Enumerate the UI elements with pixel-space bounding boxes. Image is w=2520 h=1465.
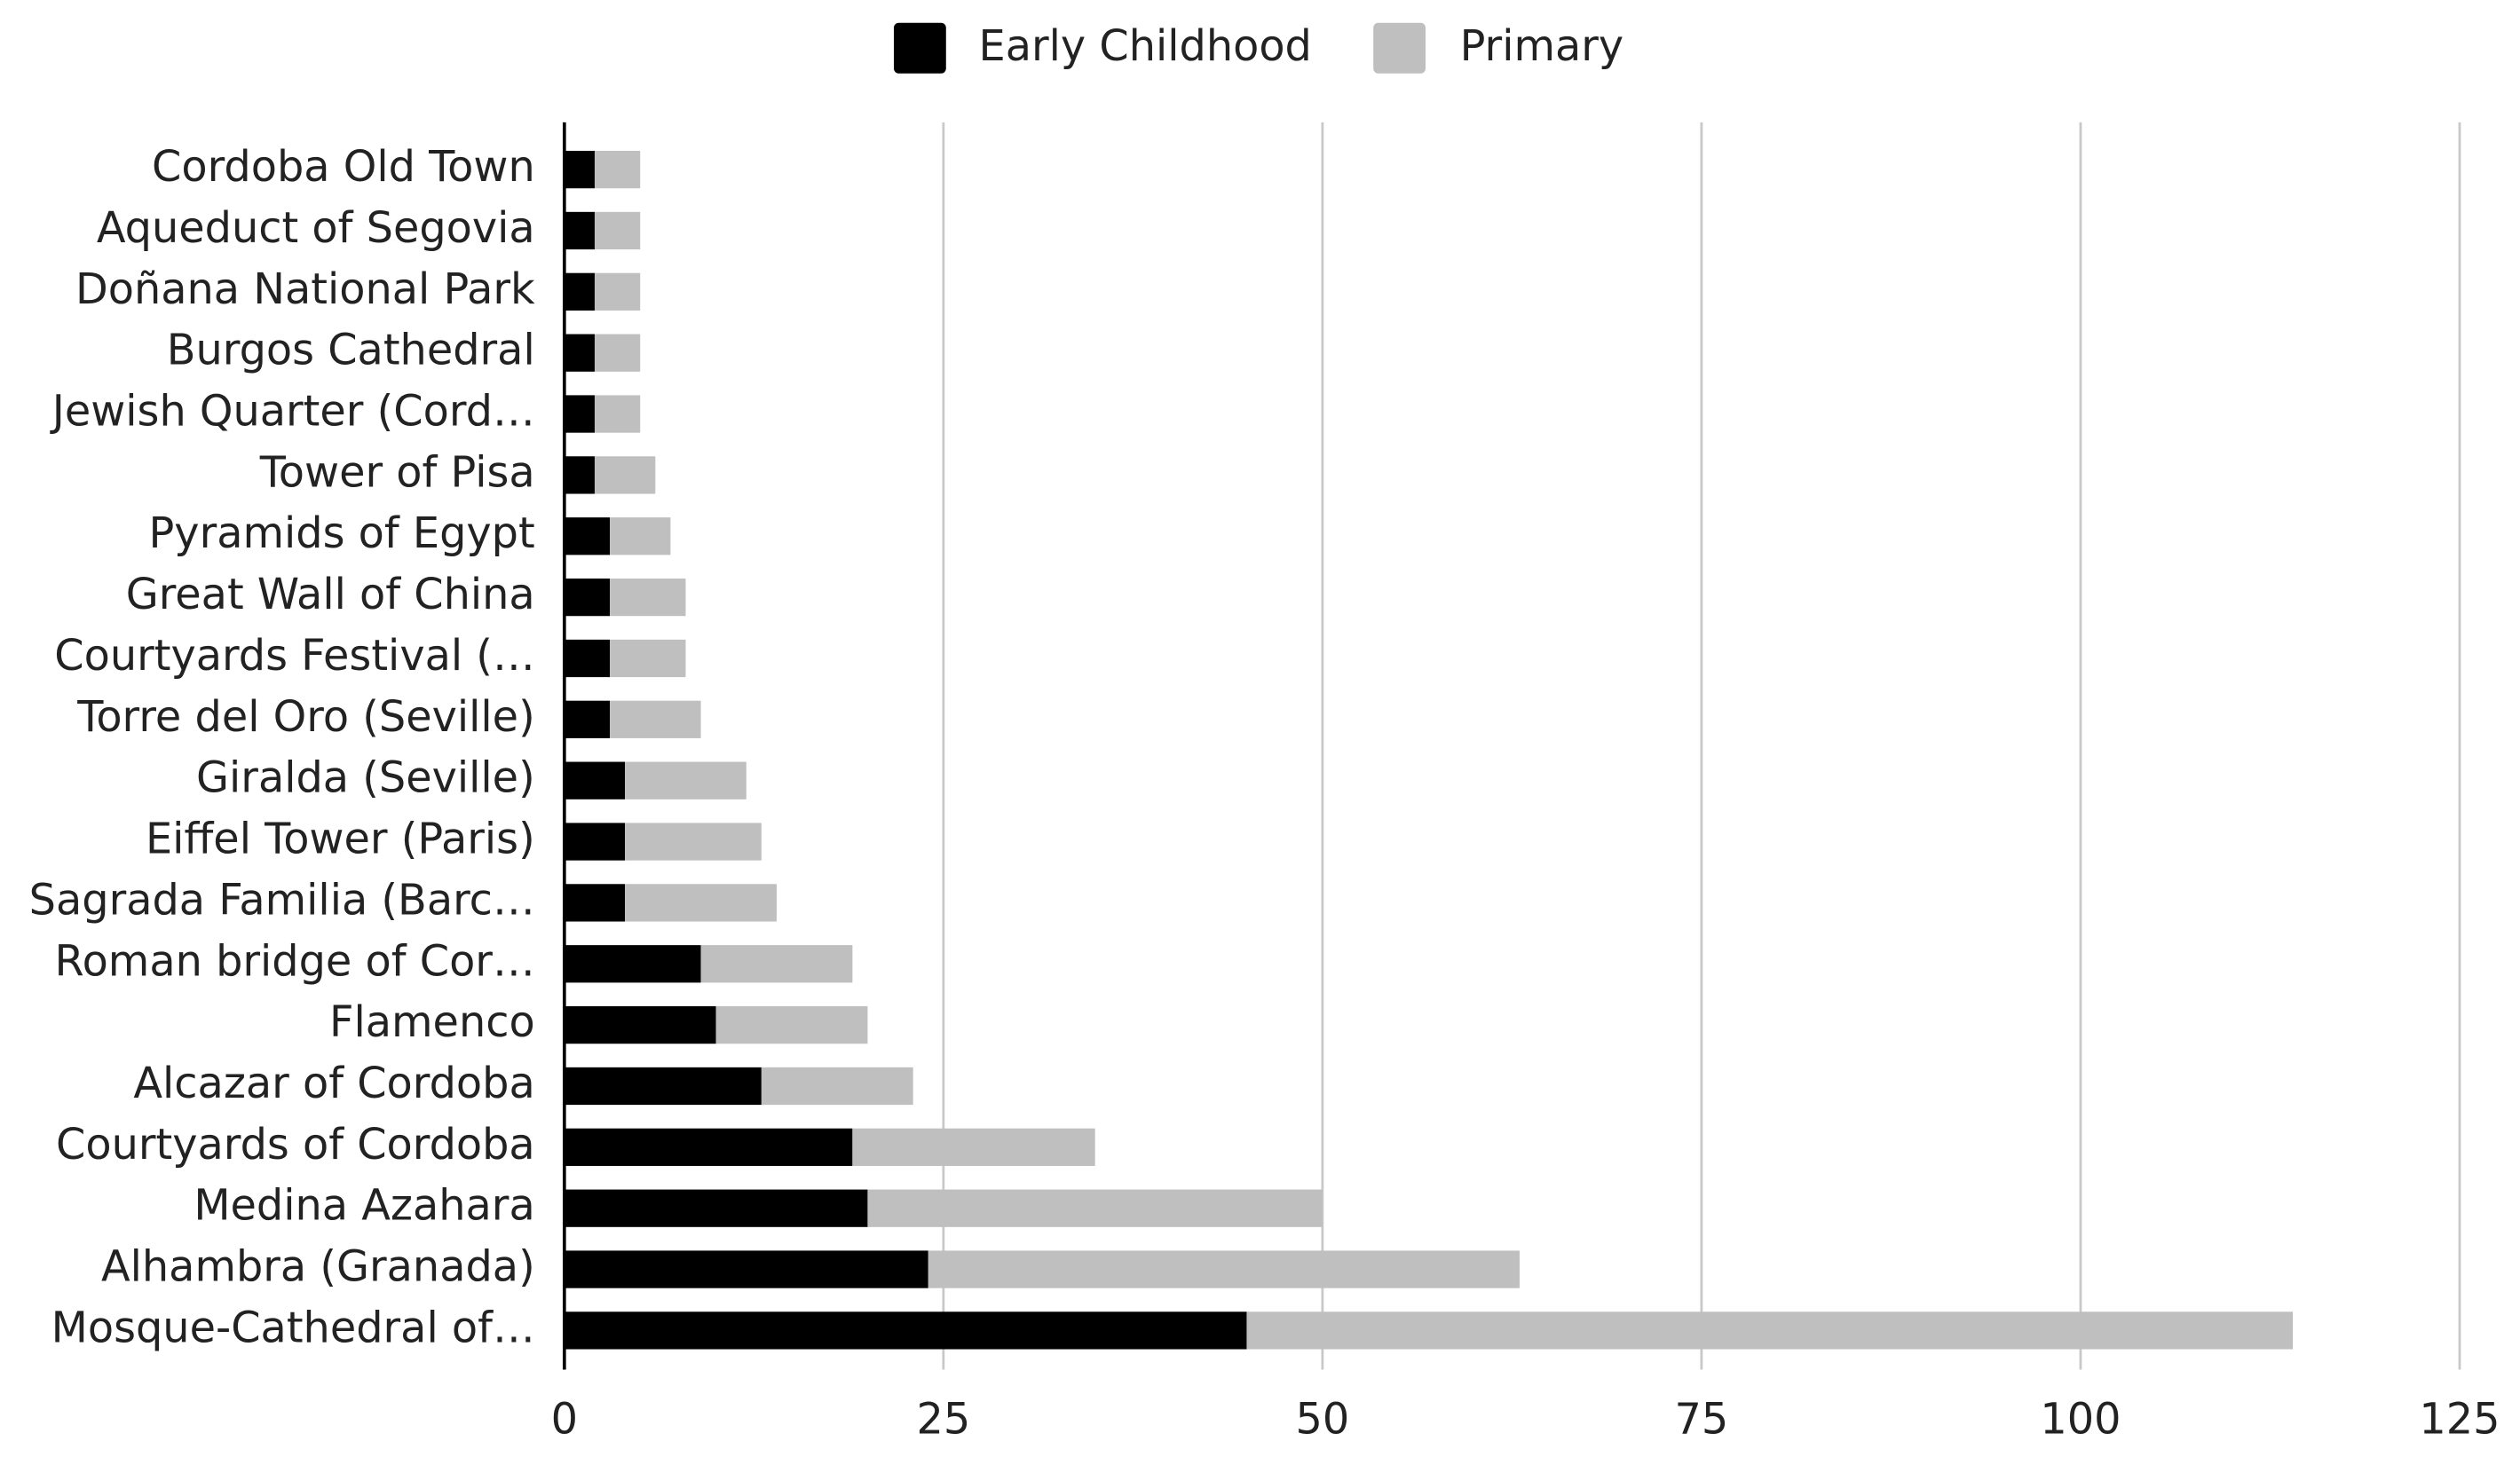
y-tick-label: Medina Azahara [194, 1182, 534, 1231]
bar-segment [867, 1189, 1323, 1227]
bar-segment [761, 1067, 913, 1106]
bar-segment [625, 884, 777, 922]
bar-segment [564, 578, 611, 617]
bar-segment [564, 1128, 853, 1166]
bar-segment [625, 761, 747, 799]
x-tick-label: 0 [551, 1395, 578, 1444]
y-tick-label: Torre del Oro (Seville) [76, 693, 534, 742]
bar-segment [625, 823, 762, 861]
y-tick-label: Burgos Cathedral [167, 327, 535, 375]
bar-segment [564, 761, 626, 799]
bar-segment [564, 456, 595, 494]
bar-segment [610, 700, 701, 738]
bar-segment [594, 456, 656, 494]
y-tick-label: Pyramids of Egypt [149, 509, 535, 558]
y-tick-label: Alhambra (Granada) [101, 1243, 535, 1292]
y-tick-label: Flamenco [329, 998, 535, 1047]
x-tick-label: 50 [1295, 1395, 1349, 1444]
y-tick-label: Eiffel Tower (Paris) [146, 815, 535, 864]
y-tick-label: Tower of Pisa [259, 448, 535, 497]
bar-segment [594, 211, 641, 250]
bar-segment [564, 395, 595, 433]
bar-segment [564, 1250, 928, 1288]
bar-segment [564, 639, 611, 678]
x-tick-label: 100 [2040, 1395, 2121, 1444]
y-tick-label: Giralda (Seville) [196, 754, 535, 803]
y-tick-label: Aqueduct of Segovia [97, 204, 535, 253]
bar-segment [610, 517, 671, 555]
bar-segment [594, 395, 641, 433]
y-tick-label: Great Wall of China [126, 571, 535, 619]
x-tick-label: 25 [916, 1395, 970, 1444]
bar-segment [715, 1005, 868, 1044]
y-tick-label: Jewish Quarter (Cord… [50, 388, 535, 437]
bar-segment [564, 700, 611, 738]
y-tick-label: Alcazar of Cordoba [133, 1059, 534, 1108]
bar-segment [700, 945, 853, 983]
y-tick-label: Courtyards of Cordoba [56, 1121, 535, 1170]
bar-segment [564, 1005, 716, 1044]
bar-segment [928, 1250, 1520, 1288]
bar-segment [1246, 1311, 2294, 1350]
bar-segment [564, 823, 626, 861]
bar-segment [610, 578, 686, 617]
bar-segment [564, 517, 611, 555]
bar-segment [564, 1067, 762, 1106]
legend-label: Early Childhood [979, 22, 1312, 71]
bar-segment [564, 945, 701, 983]
bar-segment [594, 272, 641, 311]
bar-segment [610, 639, 686, 678]
bar-segment [564, 150, 595, 189]
legend-swatch [1373, 22, 1426, 74]
bar-segment [594, 150, 641, 189]
y-tick-label: Roman bridge of Cor… [55, 937, 535, 986]
y-tick-label: Courtyards Festival (… [54, 632, 534, 681]
x-tick-label: 125 [2419, 1395, 2500, 1444]
bar-segment [564, 334, 595, 372]
bar-segment [564, 1189, 868, 1227]
y-tick-label: Doñana National Park [75, 265, 535, 314]
y-tick-label: Cordoba Old Town [152, 143, 535, 192]
legend-label: Primary [1460, 22, 1624, 71]
bar-segment [594, 334, 641, 372]
bar-segment [852, 1128, 1095, 1166]
bar-segment [564, 272, 595, 311]
bar-segment [564, 884, 626, 922]
bar-segment [564, 1311, 1247, 1350]
legend-swatch [893, 22, 946, 74]
bar-segment [564, 211, 595, 250]
y-tick-label: Mosque-Cathedral of… [51, 1304, 535, 1352]
y-tick-label: Sagrada Familia (Barc… [29, 876, 535, 925]
x-tick-label: 75 [1675, 1395, 1729, 1444]
